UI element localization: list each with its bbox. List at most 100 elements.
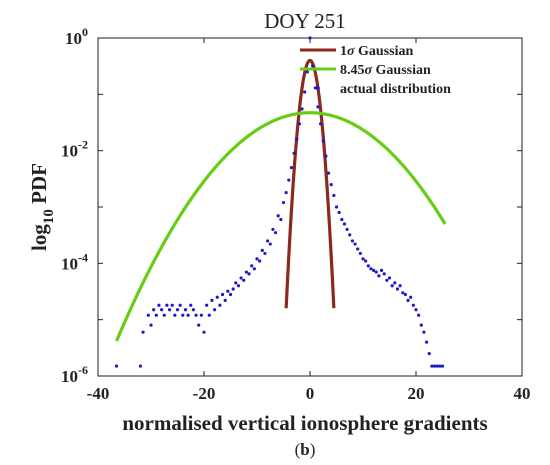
data-point	[300, 107, 304, 111]
x-tick-label: 20	[408, 384, 425, 403]
data-point	[430, 364, 434, 368]
data-point	[361, 257, 365, 261]
data-point	[183, 308, 188, 312]
data-point	[311, 64, 315, 68]
data-point	[236, 284, 241, 288]
data-point	[340, 217, 344, 222]
data-point	[348, 233, 352, 237]
data-point	[149, 323, 153, 327]
legend-entry-suffix: actual distribution	[340, 82, 451, 97]
legend-entry-1: 8.45σ Gaussian	[340, 63, 431, 78]
data-point	[170, 303, 174, 307]
data-point	[181, 313, 185, 317]
data-point	[252, 267, 256, 271]
y-tick-label-exponent: -4	[78, 250, 88, 264]
data-point	[406, 298, 410, 302]
data-point	[146, 313, 150, 317]
caption-letter: b	[300, 440, 309, 459]
data-point	[409, 295, 413, 299]
legend-entry-0: 1σ Gaussian	[340, 44, 414, 59]
legend-entry-suffix: Gaussian	[355, 44, 414, 59]
data-point	[210, 298, 214, 302]
data-point	[231, 287, 235, 291]
data-point	[215, 295, 219, 299]
y-tick-label-exponent: 0	[82, 25, 88, 39]
data-point	[440, 364, 445, 368]
data-point	[427, 351, 431, 356]
data-point	[287, 178, 291, 182]
data-point	[160, 308, 164, 312]
x-tick-label: 0	[306, 384, 315, 403]
data-point	[157, 303, 161, 307]
data-point	[366, 264, 370, 268]
data-point	[342, 222, 347, 226]
legend-entry-prefix: 1	[340, 44, 347, 59]
data-point	[186, 313, 190, 317]
data-point	[356, 247, 360, 251]
data-point	[226, 289, 230, 293]
data-point	[218, 303, 222, 307]
data-point	[292, 151, 296, 155]
y-axis-title: log10 PDF	[27, 163, 57, 251]
data-point	[284, 191, 288, 195]
data-point	[205, 303, 209, 307]
data-point	[114, 364, 119, 368]
series-line-0	[284, 58, 336, 309]
legend-entry-prefix: 8.45	[340, 63, 365, 78]
data-point	[358, 251, 362, 256]
data-point	[276, 214, 280, 218]
x-tick-label: 40	[514, 384, 531, 403]
data-point	[332, 193, 336, 198]
data-point	[281, 200, 286, 205]
data-point	[202, 330, 206, 334]
data-point	[369, 267, 373, 271]
x-tick-label: -20	[193, 384, 216, 403]
data-point	[197, 323, 201, 327]
legend-entry-2: actual distribution	[340, 82, 451, 97]
data-point	[353, 242, 357, 246]
data-point	[289, 166, 294, 170]
data-point	[395, 287, 400, 291]
data-point	[189, 303, 193, 307]
x-axis-title: normalised vertical ionosphere gradients	[122, 411, 487, 435]
data-point	[194, 313, 198, 317]
x-tick-label: -40	[87, 384, 110, 403]
series-layer	[114, 36, 447, 368]
data-point	[345, 227, 349, 232]
legend-entry-sigma: σ	[347, 44, 355, 59]
series-line-1	[115, 111, 447, 342]
caption-open-paren: (	[295, 440, 301, 459]
data-point	[385, 278, 389, 282]
data-point	[239, 276, 243, 280]
data-point	[242, 278, 246, 282]
data-point	[377, 274, 381, 278]
legend-swatch-2	[316, 86, 320, 90]
data-point	[308, 36, 312, 40]
y-tick-label: 10-2	[61, 138, 88, 161]
data-point	[374, 270, 378, 274]
data-point	[213, 308, 217, 312]
data-point	[422, 330, 426, 334]
data-point	[258, 259, 262, 263]
figure-caption: (b)	[295, 440, 316, 459]
data-point	[403, 292, 407, 297]
y-tick-label-base: 10	[61, 367, 78, 386]
data-point	[250, 264, 254, 268]
y-tick-label-base: 10	[65, 29, 82, 48]
data-point	[178, 303, 182, 307]
data-point	[379, 268, 384, 272]
data-point	[234, 281, 238, 285]
data-point	[167, 308, 172, 312]
data-point	[316, 105, 320, 109]
data-point	[329, 182, 333, 187]
data-point	[175, 308, 180, 312]
data-point	[273, 231, 278, 235]
data-point	[419, 323, 423, 327]
data-point	[141, 330, 145, 334]
data-point	[337, 210, 341, 215]
data-point	[199, 313, 203, 317]
y-axis-title-tail: PDF	[27, 163, 51, 209]
data-point	[350, 239, 354, 243]
data-point	[387, 276, 392, 280]
